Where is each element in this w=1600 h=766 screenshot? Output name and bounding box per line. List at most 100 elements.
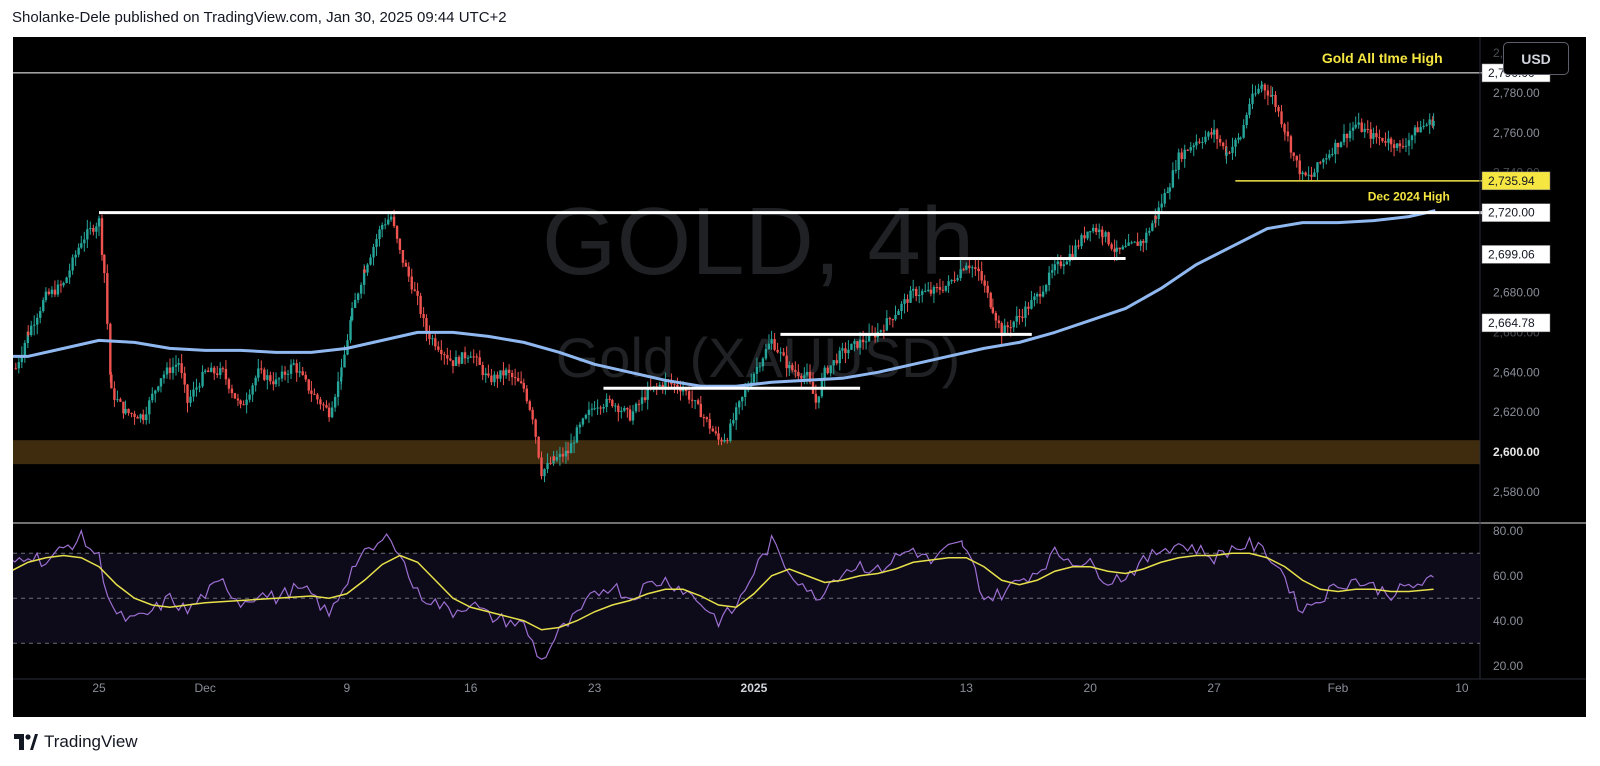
candle-body	[17, 362, 21, 369]
price-tick-label: 2,780.00	[1493, 86, 1540, 100]
candle-body	[221, 368, 225, 370]
candle-body	[670, 381, 673, 385]
candle-body	[1204, 136, 1207, 142]
candle-body	[47, 291, 51, 294]
candle-body	[1271, 94, 1274, 96]
currency-button[interactable]: USD	[1503, 42, 1569, 75]
candle-body	[59, 284, 63, 286]
candle-body	[109, 323, 112, 375]
candle-body	[1033, 296, 1036, 301]
candle-body	[1283, 124, 1286, 132]
candle-body	[752, 373, 756, 383]
candle-body	[1183, 149, 1186, 160]
candle-body	[219, 368, 222, 375]
candle-body	[906, 299, 909, 303]
candle-body	[1154, 215, 1157, 220]
candle-body	[1195, 141, 1198, 146]
candle-body	[254, 377, 257, 386]
candle-body	[325, 405, 328, 408]
candle-body	[1392, 144, 1396, 149]
candle-body	[782, 352, 785, 356]
candle-body	[850, 343, 853, 350]
candle-body	[1107, 232, 1110, 245]
candle-body	[460, 352, 464, 364]
time-tick-label: 2025	[741, 681, 768, 695]
candle-body	[1089, 231, 1092, 233]
candle-body	[362, 269, 366, 285]
candle-body	[847, 349, 850, 354]
candle-body	[853, 341, 856, 344]
candle-body	[1215, 129, 1219, 140]
candle-body	[1018, 316, 1021, 318]
candle-body	[575, 427, 579, 443]
candle-body	[944, 285, 948, 291]
time-tick-label: 13	[960, 681, 974, 695]
candle-body	[443, 354, 446, 356]
candle-body	[233, 393, 237, 399]
candle-body	[1027, 306, 1030, 309]
candle-body	[1413, 127, 1417, 136]
candle-body	[510, 372, 514, 378]
candle-body	[440, 349, 443, 355]
candle-body	[699, 403, 702, 418]
candle-body	[829, 365, 832, 374]
candle-body	[410, 276, 413, 290]
candle-body	[602, 407, 605, 409]
candle-body	[1410, 135, 1414, 141]
footer-brand[interactable]: TradingView	[14, 732, 138, 752]
candle-body	[1151, 223, 1154, 231]
candle-body	[363, 269, 366, 273]
candle-body	[1304, 172, 1307, 176]
candle-body	[661, 384, 664, 388]
candle-body	[1419, 126, 1422, 133]
candle-body	[71, 257, 74, 271]
candle-body	[552, 456, 556, 461]
candle-body	[1130, 242, 1133, 244]
candle-body	[177, 363, 180, 365]
candle-body	[26, 331, 30, 344]
candle-body	[732, 420, 735, 424]
candle-body	[14, 368, 18, 370]
candle-body	[708, 419, 712, 429]
candle-body	[947, 281, 950, 286]
chart-frame[interactable]: GOLD, 4h Gold (XAUUSD) Gold All tIme High D…	[13, 37, 1586, 717]
rsi-tick-label: 80.00	[1493, 524, 1523, 538]
candle-body	[1024, 306, 1027, 318]
candle-body	[449, 358, 452, 361]
candle-body	[658, 384, 661, 387]
candle-body	[1416, 127, 1419, 133]
candle-body	[673, 384, 676, 386]
candle-body	[1186, 149, 1189, 151]
candle-body	[375, 239, 378, 248]
candle-body	[39, 311, 42, 318]
price-badge: 2,664.78	[1488, 316, 1535, 330]
candle-body	[1095, 227, 1098, 233]
time-tick-label: 27	[1207, 681, 1221, 695]
candle-body	[62, 282, 65, 286]
candle-body	[42, 300, 45, 312]
candle-body	[499, 370, 502, 379]
candle-body	[646, 387, 649, 400]
candle-body	[142, 414, 145, 421]
price-chart[interactable]: GOLD, 4h Gold (XAUUSD) Gold All tIme High D…	[13, 37, 1586, 717]
candle-body	[513, 377, 517, 379]
candle-body	[696, 400, 700, 404]
candle-body	[543, 469, 546, 477]
candle-body	[882, 330, 886, 332]
candle-body	[298, 371, 301, 373]
candle-body	[593, 408, 596, 410]
candle-body	[251, 385, 254, 395]
candle-body	[478, 357, 481, 365]
candle-body	[841, 348, 844, 351]
candle-body	[1174, 169, 1178, 171]
candle-body	[717, 433, 720, 440]
candle-body	[1331, 154, 1334, 156]
candle-body	[1124, 245, 1127, 247]
candle-body	[327, 407, 331, 418]
candle-body	[1180, 152, 1183, 160]
candle-body	[702, 417, 706, 419]
candle-body	[50, 289, 54, 294]
candle-body	[738, 401, 741, 408]
candle-body	[941, 289, 945, 291]
candle-body	[1115, 247, 1118, 252]
